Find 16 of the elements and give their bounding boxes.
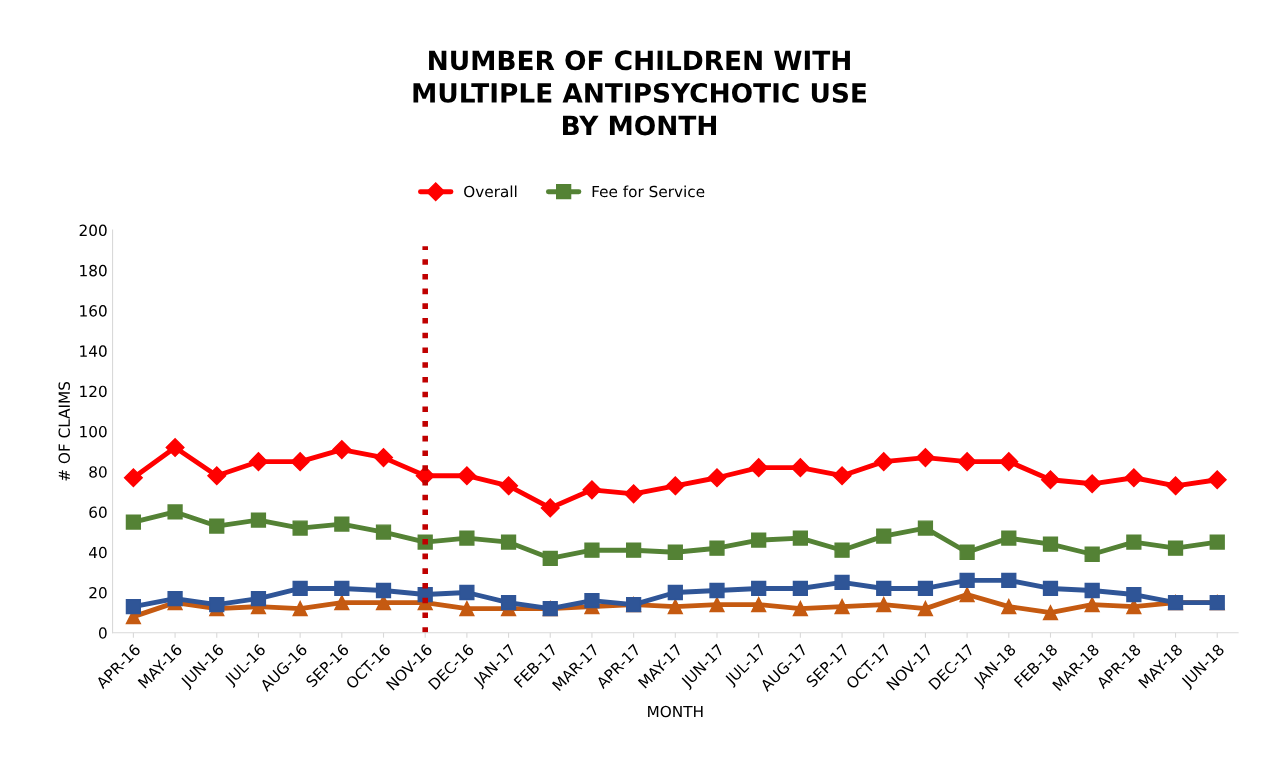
y-tick-label: 60 [89,506,107,518]
y-tick-label: 120 [80,385,107,398]
chart-title: NUMBER OF CHILDREN WITH MULTIPLE ANTIPSYCHOTIC USE BY MONTH [413,50,867,136]
y-tick-label: 200 [79,224,107,237]
y-tick-label: 80 [89,466,107,478]
y-tick-label: 180 [80,264,107,277]
x-axis-title: MONTH [648,705,703,718]
legend-label: Fee for Service [592,185,705,198]
y-tick-label: 160 [80,305,107,317]
y-tick-label: 140 [80,345,107,357]
y-tick-label: 100 [80,425,107,438]
y-tick-label: 0 [98,627,107,639]
legend-label: Overall [464,185,517,198]
y-axis-title: # OF CLAIMS [58,381,71,481]
y-tick-label: 40 [89,546,107,559]
y-tick-label: 20 [89,586,107,599]
